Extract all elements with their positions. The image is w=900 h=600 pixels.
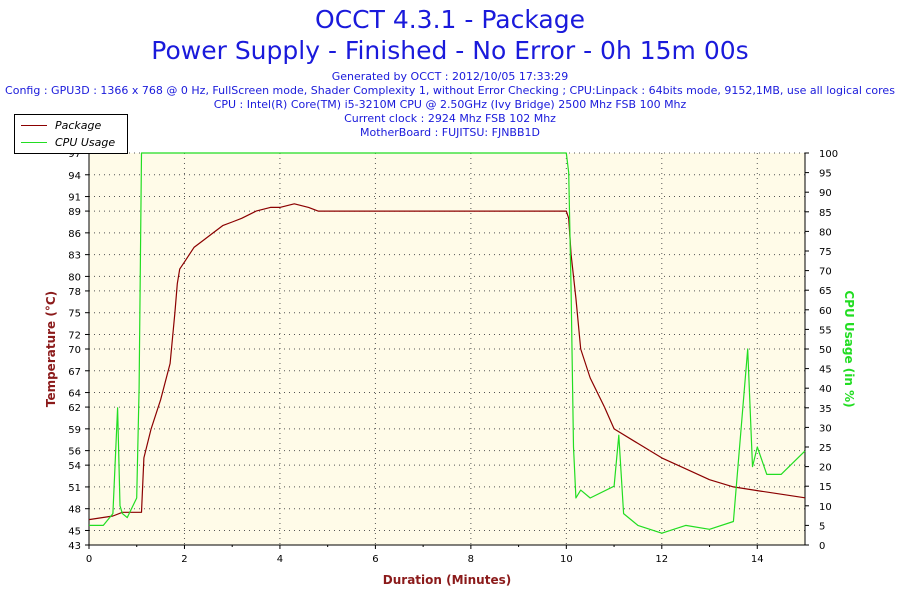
x-tick-label: 14	[751, 554, 764, 565]
y-left-tick-label: 72	[68, 330, 81, 341]
y-right-tick-label: 35	[819, 404, 832, 415]
x-tick-label: 8	[468, 554, 474, 565]
y-right-tick-label: 15	[819, 482, 832, 493]
y-right-tick-label: 40	[819, 384, 832, 395]
x-axis-label: Duration (Minutes)	[383, 573, 511, 587]
legend-label-cpu-usage: CPU Usage	[55, 135, 116, 149]
y-left-tick-label: 89	[68, 207, 81, 218]
config-info: Config : GPU3D : 1366 x 768 @ 0 Hz, Full…	[5, 84, 895, 97]
y-right-tick-label: 80	[819, 227, 832, 238]
chart-legend: Package CPU Usage	[14, 114, 128, 154]
y-right-tick-label: 70	[819, 267, 832, 278]
y-right-tick-label: 30	[819, 423, 832, 434]
y-left-tick-label: 80	[68, 272, 81, 283]
legend-item-cpu-usage: CPU Usage	[21, 134, 115, 150]
chart-title: OCCT 4.3.1 - Package	[315, 5, 585, 34]
y-right-tick-label: 65	[819, 286, 832, 297]
y-right-tick-label: 60	[819, 306, 832, 317]
y-right-tick-label: 90	[819, 188, 832, 199]
y-right-tick-label: 20	[819, 463, 832, 474]
x-tick-label: 10	[560, 554, 573, 565]
y-left-tick-label: 86	[68, 229, 81, 240]
x-tick-label: 4	[277, 554, 283, 565]
y-left-tick-label: 67	[68, 367, 81, 378]
chart-subtitle: Power Supply - Finished - No Error - 0h …	[151, 36, 749, 65]
y-right-tick-label: 75	[819, 247, 832, 258]
series-line-cpu-usage	[89, 152, 806, 534]
y-left-tick-label: 75	[68, 309, 81, 320]
y-right-tick-label: 25	[819, 443, 832, 454]
y-left-tick-label: 59	[68, 425, 81, 436]
series-line-package	[88, 203, 806, 521]
y-left-tick-label: 91	[68, 193, 81, 204]
legend-swatch-cpu-usage	[21, 141, 47, 143]
y-right-tick-label: 55	[819, 325, 832, 336]
legend-item-package: Package	[21, 117, 101, 133]
y-right-tick-label: 100	[819, 149, 838, 160]
y-right-tick-label: 10	[819, 502, 832, 513]
legend-swatch-package	[21, 124, 47, 126]
y-left-tick-label: 83	[68, 251, 81, 262]
x-tick-label: 0	[86, 554, 92, 565]
x-tick-label: 12	[655, 554, 668, 565]
generated-info: Generated by OCCT : 2012/10/05 17:33:29	[331, 70, 569, 83]
y-left-tick-label: 94	[68, 171, 81, 182]
y-left-tick-label: 54	[68, 461, 81, 472]
y-right-axis-label: CPU Usage (in %)	[842, 290, 856, 407]
cpu-info: CPU : Intel(R) Core(TM) i5-3210M CPU @ 2…	[213, 98, 687, 111]
y-left-tick-label: 62	[68, 403, 81, 414]
y-left-tick-label: 97	[68, 149, 81, 160]
y-right-tick-label: 5	[819, 521, 825, 532]
x-tick-label: 6	[372, 554, 378, 565]
y-right-tick-label: 95	[819, 169, 832, 180]
y-left-axis-label: Temperature (°C)	[44, 291, 58, 407]
y-left-tick-label: 48	[68, 505, 81, 516]
y-left-tick-label: 78	[68, 287, 81, 298]
y-right-tick-label: 0	[819, 541, 825, 552]
plot-area	[89, 153, 805, 545]
legend-label-package: Package	[55, 118, 102, 132]
y-left-tick-label: 64	[68, 389, 81, 400]
y-left-tick-label: 45	[68, 526, 81, 537]
y-right-tick-label: 85	[819, 208, 832, 219]
x-tick-label: 2	[181, 554, 187, 565]
y-left-tick-label: 51	[68, 483, 81, 494]
y-left-tick-label: 56	[68, 447, 81, 458]
y-right-tick-label: 50	[819, 345, 832, 356]
y-left-tick-label: 70	[68, 345, 81, 356]
motherboard-info: MotherBoard : FUJITSU: FJNBB1D	[359, 126, 540, 139]
y-left-tick-label: 43	[68, 541, 81, 552]
y-right-tick-label: 45	[819, 365, 832, 376]
clock-info: Current clock : 2924 Mhz FSB 102 Mhz	[344, 112, 556, 125]
